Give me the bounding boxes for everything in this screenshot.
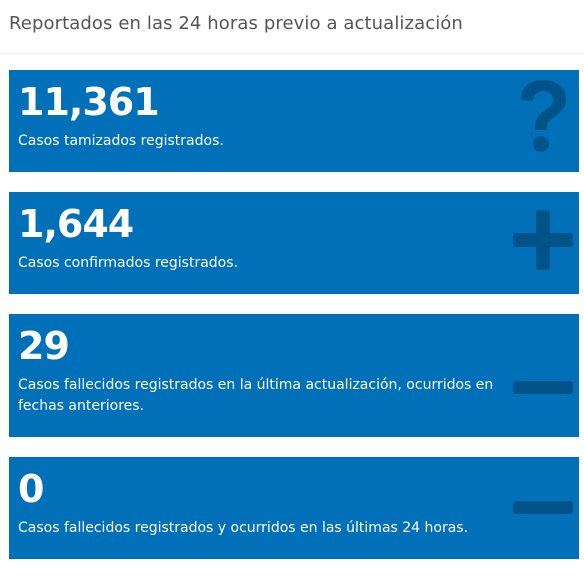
panel-title: Reportados en las 24 horas previo a actu… — [9, 13, 463, 34]
stat-card-confirmed: 1,644 Casos confirmados registrados. — [9, 192, 579, 294]
question-icon — [513, 78, 573, 154]
plus-icon — [513, 200, 573, 276]
minus-icon — [513, 322, 573, 398]
stat-card-deaths-24h: 0 Casos fallecidos registrados y ocurrid… — [9, 457, 579, 559]
stat-label-deaths-previous: Casos fallecidos registrados en la últim… — [18, 377, 494, 414]
stat-label-screened: Casos tamizados registrados. — [18, 133, 224, 149]
stat-card-deaths-previous: 29 Casos fallecidos registrados en la úl… — [9, 314, 579, 437]
minus-icon — [513, 465, 573, 541]
stat-card-screened: 11,361 Casos tamizados registrados. — [9, 70, 579, 172]
stat-value-screened: 11,361 — [18, 80, 160, 124]
stat-value-deaths-24h: 0 — [18, 467, 44, 511]
stat-value-deaths-previous: 29 — [18, 324, 70, 368]
stat-label-deaths-24h: Casos fallecidos registrados y ocurridos… — [18, 520, 469, 536]
stat-label-confirmed: Casos confirmados registrados. — [18, 255, 238, 271]
panel-header: Reportados en las 24 horas previo a actu… — [0, 0, 584, 54]
stat-value-confirmed: 1,644 — [18, 202, 134, 246]
